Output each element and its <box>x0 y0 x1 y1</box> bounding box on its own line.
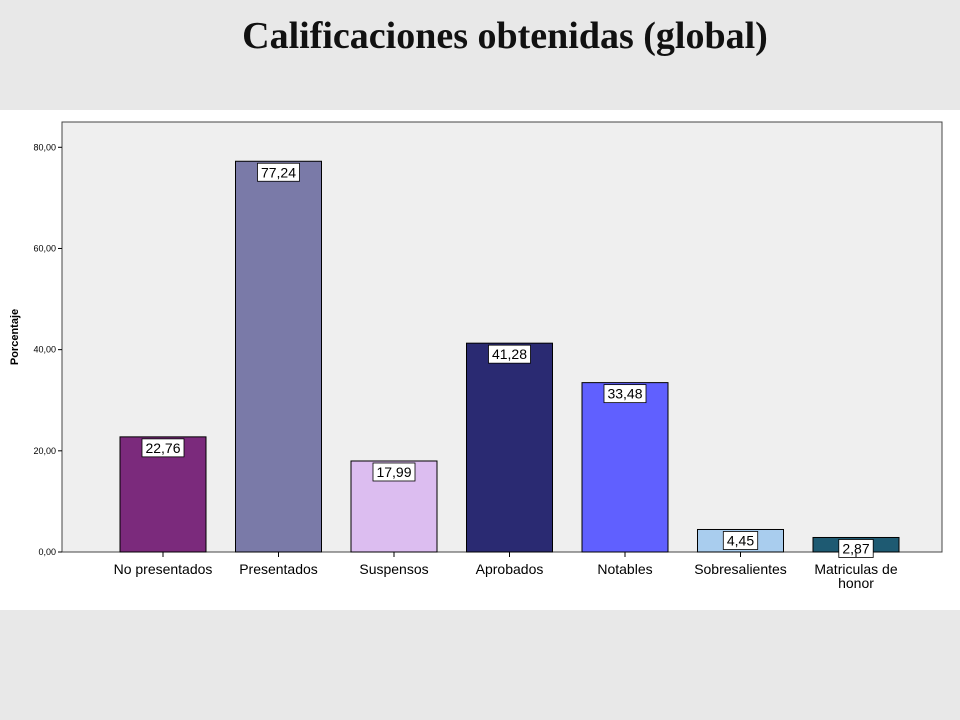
data-label-box <box>488 344 531 364</box>
bar-chart: 0,00 20,00 40,00 60,00 80,00 Porcentaje 22,76 N… <box>9 121 943 591</box>
bar <box>581 382 669 553</box>
data-label: 33,48 <box>607 386 642 402</box>
data-label-box <box>257 162 300 182</box>
y-axis-title: Porcentaje <box>9 309 21 365</box>
data-label: 2,87 <box>842 540 869 556</box>
x-tick-label: Suspensos <box>359 561 428 577</box>
y-tick-label: 20,00 <box>33 446 56 456</box>
data-label-box <box>603 384 647 404</box>
data-label: 77,24 <box>261 164 296 180</box>
data-label-box <box>722 531 759 550</box>
data-label: 22,76 <box>145 440 180 456</box>
slide-title: Calificaciones obtenidas (global) <box>242 15 768 57</box>
data-label-box <box>838 539 874 558</box>
y-tick-label: 0,00 <box>38 547 56 557</box>
x-tick-label: Matriculas de <box>814 561 897 577</box>
y-tick-label: 60,00 <box>33 243 56 253</box>
x-tick-label: Aprobados <box>476 561 544 577</box>
x-tick-label: No presentados <box>114 561 213 577</box>
data-label: 41,28 <box>492 346 527 362</box>
bar <box>466 342 553 553</box>
x-tick-label: Sobresalientes <box>694 561 787 577</box>
x-tick-label: Notables <box>597 561 652 577</box>
data-label-box <box>372 462 416 482</box>
data-label: 17,99 <box>376 464 411 480</box>
x-tick-label: Presentados <box>239 561 318 577</box>
data-label: 4,45 <box>727 532 754 548</box>
data-label-box <box>141 438 185 458</box>
chart-panel: 0,00 20,00 40,00 60,00 80,00 Porcentaje 22,76 N… <box>0 110 960 610</box>
y-tick-label: 80,00 <box>33 142 56 152</box>
bar <box>235 160 322 553</box>
x-tick-label: honor <box>838 575 874 591</box>
y-tick-label: 40,00 <box>33 345 56 355</box>
